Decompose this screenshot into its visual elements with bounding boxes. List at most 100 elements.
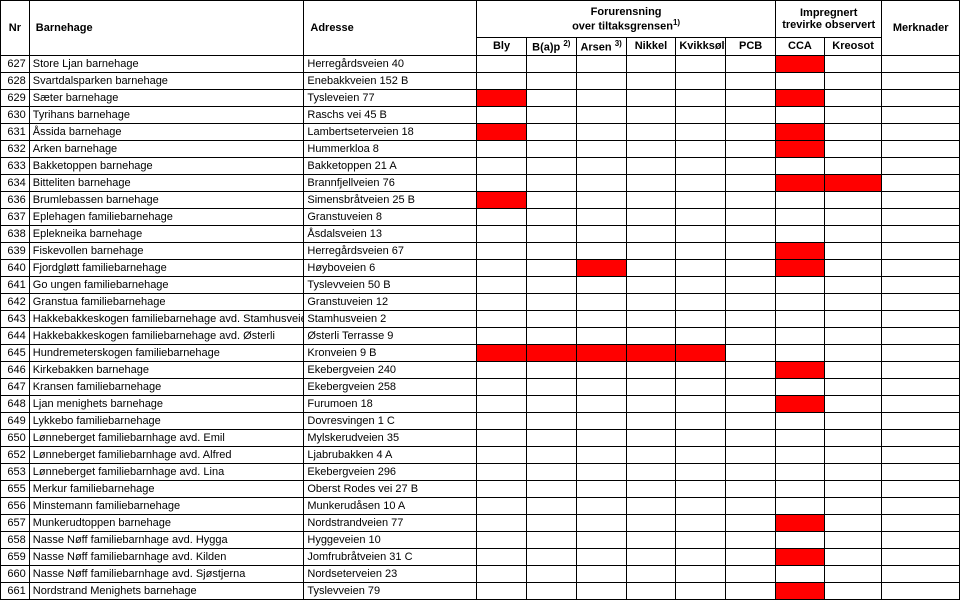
cell-pollution xyxy=(526,497,576,514)
cell-nr: 650 xyxy=(1,429,30,446)
cell-nr: 644 xyxy=(1,327,30,344)
cell-pollution xyxy=(726,565,776,582)
cell-name: Fjordgløtt familiebarnehage xyxy=(29,259,304,276)
cell-impregnated xyxy=(776,531,825,548)
cell-pollution xyxy=(576,225,626,242)
cell-pollution xyxy=(726,548,776,565)
cell-impregnated xyxy=(776,106,825,123)
cell-pollution xyxy=(726,55,776,72)
table-header: Nr Barnehage Adresse Forurensning over t… xyxy=(1,1,960,56)
cell-impregnated xyxy=(824,548,882,565)
table-row: 637Eplehagen familiebarnehageGranstuveie… xyxy=(1,208,960,225)
cell-remarks xyxy=(882,565,960,582)
cell-pollution xyxy=(576,361,626,378)
cell-nr: 649 xyxy=(1,412,30,429)
cell-pollution xyxy=(676,191,726,208)
sub-header-kvikksolv: Kvikksølv xyxy=(676,38,726,56)
cell-address: Ekebergveien 296 xyxy=(304,463,477,480)
cell-impregnated xyxy=(776,514,825,531)
cell-impregnated xyxy=(776,395,825,412)
cell-remarks xyxy=(882,361,960,378)
cell-pollution xyxy=(576,497,626,514)
cell-impregnated xyxy=(824,259,882,276)
cell-address: Mylskerudveien 35 xyxy=(304,429,477,446)
cell-pollution xyxy=(726,293,776,310)
cell-address: Enebakkveien 152 B xyxy=(304,72,477,89)
cell-name: Merkur familiebarnehage xyxy=(29,480,304,497)
cell-pollution xyxy=(726,531,776,548)
cell-pollution xyxy=(576,276,626,293)
cell-pollution xyxy=(726,106,776,123)
cell-pollution xyxy=(626,497,676,514)
cell-impregnated xyxy=(776,565,825,582)
cell-remarks xyxy=(882,140,960,157)
cell-pollution xyxy=(726,395,776,412)
cell-pollution xyxy=(726,89,776,106)
cell-pollution xyxy=(576,208,626,225)
cell-pollution xyxy=(526,208,576,225)
cell-impregnated xyxy=(824,378,882,395)
table-row: 636Brumlebassen barnehageSimensbråtveien… xyxy=(1,191,960,208)
cell-address: Brannfjellveien 76 xyxy=(304,174,477,191)
cell-pollution xyxy=(576,191,626,208)
cell-pollution xyxy=(626,208,676,225)
cell-pollution xyxy=(726,259,776,276)
cell-pollution xyxy=(526,480,576,497)
cell-pollution xyxy=(726,225,776,242)
cell-impregnated xyxy=(824,123,882,140)
cell-pollution xyxy=(526,429,576,446)
cell-nr: 632 xyxy=(1,140,30,157)
cell-pollution xyxy=(576,446,626,463)
cell-address: Granstuveien 12 xyxy=(304,293,477,310)
cell-impregnated xyxy=(824,361,882,378)
cell-pollution xyxy=(626,395,676,412)
cell-pollution xyxy=(626,344,676,361)
cell-name: Nasse Nøff familiebarnhage avd. Kilden xyxy=(29,548,304,565)
cell-name: Åssida barnehage xyxy=(29,123,304,140)
sub-header-arsen: Arsen 3) xyxy=(576,38,626,56)
cell-pollution xyxy=(676,548,726,565)
cell-name: Munkerudtoppen barnehage xyxy=(29,514,304,531)
cell-pollution xyxy=(726,327,776,344)
cell-pollution xyxy=(576,429,626,446)
cell-impregnated xyxy=(824,276,882,293)
col-header-nr: Nr xyxy=(1,1,30,56)
cell-nr: 652 xyxy=(1,446,30,463)
cell-pollution xyxy=(477,480,527,497)
cell-remarks xyxy=(882,89,960,106)
cell-impregnated xyxy=(776,157,825,174)
cell-address: Dovresvingen 1 C xyxy=(304,412,477,429)
table-row: 630Tyrihans barnehageRaschs vei 45 B xyxy=(1,106,960,123)
table-row: 653Lønneberget familiebarnhage avd. Lina… xyxy=(1,463,960,480)
cell-name: Hakkebakkeskogen familiebarnehage avd. Ø… xyxy=(29,327,304,344)
cell-nr: 660 xyxy=(1,565,30,582)
table-row: 649Lykkebo familiebarnehageDovresvingen … xyxy=(1,412,960,429)
cell-pollution xyxy=(726,208,776,225)
cell-pollution xyxy=(626,72,676,89)
forurensning-sup: 1) xyxy=(673,18,680,27)
cell-remarks xyxy=(882,310,960,327)
cell-nr: 646 xyxy=(1,361,30,378)
cell-impregnated xyxy=(824,446,882,463)
cell-pollution xyxy=(477,208,527,225)
cell-pollution xyxy=(726,378,776,395)
cell-nr: 655 xyxy=(1,480,30,497)
table-row: 631Åssida barnehageLambertseterveien 18 xyxy=(1,123,960,140)
cell-nr: 647 xyxy=(1,378,30,395)
cell-pollution xyxy=(726,463,776,480)
cell-impregnated xyxy=(776,463,825,480)
sub-header-cca: CCA xyxy=(776,38,825,56)
cell-impregnated xyxy=(776,208,825,225)
cell-pollution xyxy=(477,225,527,242)
sub-header-pcb: PCB xyxy=(726,38,776,56)
cell-pollution xyxy=(576,565,626,582)
cell-pollution xyxy=(526,72,576,89)
cell-pollution xyxy=(676,140,726,157)
cell-pollution xyxy=(676,293,726,310)
cell-pollution xyxy=(626,293,676,310)
cell-impregnated xyxy=(824,565,882,582)
table-row: 650Lønneberget familiebarnhage avd. Emil… xyxy=(1,429,960,446)
cell-pollution xyxy=(676,412,726,429)
cell-remarks xyxy=(882,514,960,531)
cell-pollution xyxy=(676,123,726,140)
